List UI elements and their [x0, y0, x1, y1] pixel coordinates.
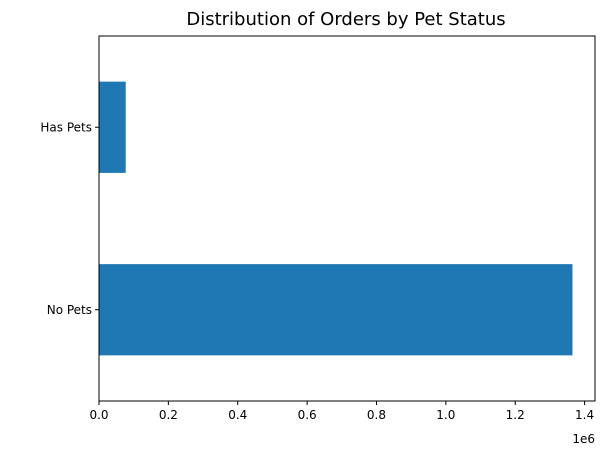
x-tick-label-7: 1.4: [575, 408, 594, 422]
chart-title: Distribution of Orders by Pet Status: [186, 9, 505, 30]
x-tick-label-0: 0.0: [89, 408, 108, 422]
bar-no-pets: [99, 264, 573, 356]
y-tick-label-no-pets: No Pets: [47, 303, 92, 317]
x-tick-label-4: 0.8: [367, 408, 386, 422]
x-axis: 0.0 0.2 0.4 0.6 0.8 1.0 1.2 1.4: [89, 401, 594, 422]
x-tick-label-2: 0.4: [228, 408, 247, 422]
x-tick-label-5: 1.0: [436, 408, 455, 422]
y-axis: No Pets Has Pets: [40, 120, 99, 317]
plot-frame: [98, 35, 596, 402]
x-offset-label: 1e6: [572, 432, 595, 446]
x-tick-label-1: 0.2: [159, 408, 178, 422]
y-tick-label-has-pets: Has Pets: [40, 120, 92, 134]
bars-group: [99, 81, 573, 356]
bar-has-pets: [99, 81, 126, 173]
x-tick-label-6: 1.2: [506, 408, 525, 422]
x-tick-label-3: 0.6: [298, 408, 317, 422]
